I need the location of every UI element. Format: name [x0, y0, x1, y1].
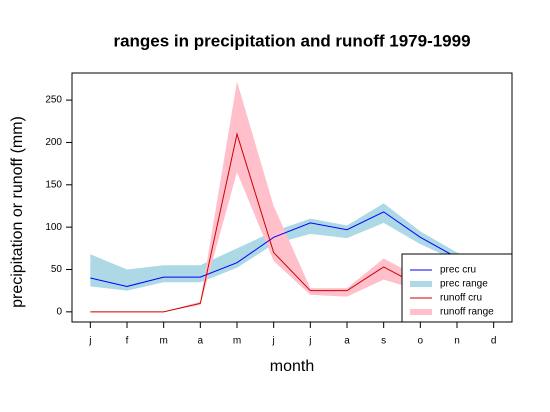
y-tick-label: 50 [51, 264, 63, 275]
x-tick-label: f [126, 336, 129, 347]
plot-frame [71, 72, 513, 323]
range-band [90, 203, 494, 291]
x-tick-label: a [198, 336, 204, 347]
x-tick-label: j [272, 336, 275, 347]
chart-title: ranges in precipitation and runoff 1979-… [113, 31, 470, 50]
x-tick-label: m [233, 336, 241, 347]
y-axis-label: precipitation or runoff (mm) [9, 116, 26, 308]
legend-label: prec range [440, 279, 488, 290]
legend-label: runoff cru [440, 293, 482, 304]
x-tick-label: m [159, 336, 167, 347]
x-tick-label: d [491, 336, 497, 347]
y-tick-label: 200 [45, 137, 62, 148]
legend-label: runoff range [440, 307, 494, 318]
legend: prec cru prec range runoff cru runoff range [401, 253, 513, 323]
y-tick-label: 0 [56, 306, 62, 317]
x-tick-label: j [88, 336, 91, 347]
x-tick-label: o [418, 336, 424, 347]
x-tick-label: s [381, 336, 386, 347]
y-tick-label: 150 [45, 179, 62, 190]
x-tick-label: a [344, 336, 350, 347]
x-tick-label: n [454, 336, 460, 347]
x-tick-label: j [308, 336, 311, 347]
y-tick-label: 100 [45, 222, 62, 233]
x-axis-label: month [270, 358, 314, 375]
y-tick-label: 250 [45, 95, 62, 106]
legend-label: prec cru [440, 265, 476, 276]
line [90, 211, 494, 287]
